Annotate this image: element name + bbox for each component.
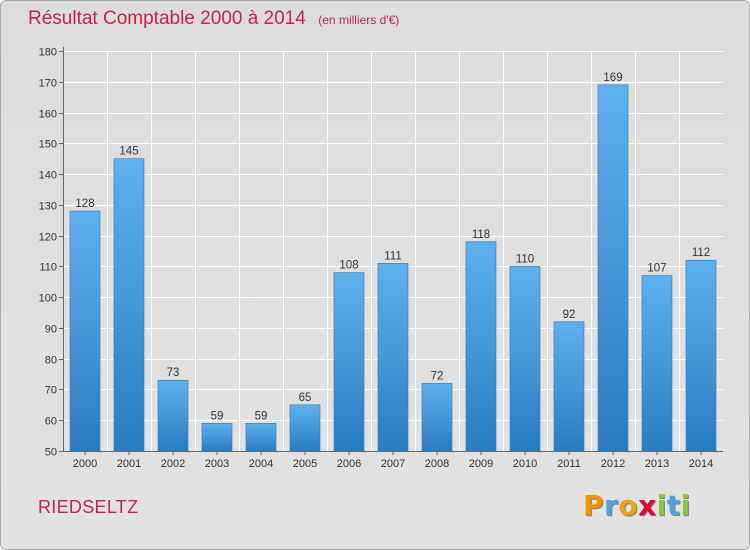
y-tick-label: 120 [39,232,57,244]
bar [641,275,673,452]
commune-name: RIEDSELTZ [38,497,139,517]
bar [597,84,629,452]
bar-value-label: 72 [431,370,444,382]
proxiti-logo: Proxiti [583,489,691,522]
bar [377,263,409,452]
x-tick-label: 2012 [601,458,625,470]
bar [685,259,717,452]
logo-letter: t [666,489,681,522]
bar-value-label: 107 [647,263,666,275]
y-tick-label: 50 [45,447,57,459]
logo-letter: x [638,489,657,522]
x-tick-label: 2004 [249,458,273,470]
logo-letter: i [656,489,667,522]
bar [509,266,541,452]
bar [553,321,585,452]
x-tick-label: 2006 [337,458,361,470]
bar [465,241,497,452]
x-tick-label: 2003 [205,458,229,470]
bar-value-label: 112 [692,247,710,259]
x-tick-label: 2000 [73,458,97,470]
bar-value-labels: 128 145 73 59 59 65 108 111 72 118 110 92 169 107 112 [75,72,710,422]
y-tick-label: 170 [39,78,57,90]
x-tick-label: 2009 [469,458,493,470]
bar [333,272,365,452]
bar-value-label: 118 [472,229,490,241]
x-tick-label: 2010 [513,458,537,470]
x-tick-label: 2007 [381,458,405,470]
bar [245,423,277,452]
x-tick-labels: 2000 2001 2002 2003 2004 2005 2006 2007 2008 2009… [73,458,713,470]
bar-value-label: 59 [255,410,268,422]
bar-value-label: 128 [75,198,94,210]
x-tick-label: 2011 [557,458,581,470]
y-tick-label: 150 [39,139,57,151]
bar-value-label: 108 [339,260,358,272]
bar-value-label: 92 [563,309,576,321]
bar [421,383,453,452]
x-tick-label: 2008 [425,458,449,470]
x-tick-label: 2014 [689,458,713,470]
bar-value-label: 65 [299,392,312,404]
y-tick-label: 60 [45,416,57,428]
logo-letter: r [604,489,619,522]
y-tick-label: 80 [45,355,57,367]
y-tick-label: 180 [39,47,57,59]
y-tick-label: 100 [39,293,57,305]
y-tick-label: 110 [39,262,57,274]
bar-value-label: 59 [211,410,224,422]
bar-value-label: 111 [384,250,401,262]
axes [59,47,723,455]
chart-title: Résultat Comptable 2000 à 2014 [28,8,306,29]
y-tick-labels: 50 60 70 80 90 100 110 120 130 140 150 160 170 180 [39,47,57,459]
x-tick-label: 2013 [645,458,669,470]
y-tick-label: 70 [45,385,57,397]
title-row: Résultat Comptable 2000 à 2014 (en milli… [28,8,399,30]
bar [289,404,321,452]
logo-letter: o [618,489,639,522]
x-tick-label: 2001 [117,458,141,470]
x-tick-label: 2002 [161,458,185,470]
chart-subtitle: (en milliers d'€) [318,13,400,27]
logo-letter: P [583,489,605,522]
logo-letter: i [680,489,691,522]
bar [201,423,233,452]
bar-value-label: 169 [603,72,622,84]
bar-value-label: 145 [119,146,138,158]
bar [157,379,189,452]
bar-value-label: 110 [516,253,534,265]
y-tick-label: 90 [45,324,57,336]
y-tick-label: 140 [39,170,57,182]
x-tick-label: 2005 [293,458,317,470]
bar [69,210,101,452]
y-tick-label: 160 [39,109,57,121]
y-tick-label: 130 [39,201,57,213]
bar-value-label: 73 [167,367,180,379]
bars [69,84,717,452]
bar [113,158,145,452]
